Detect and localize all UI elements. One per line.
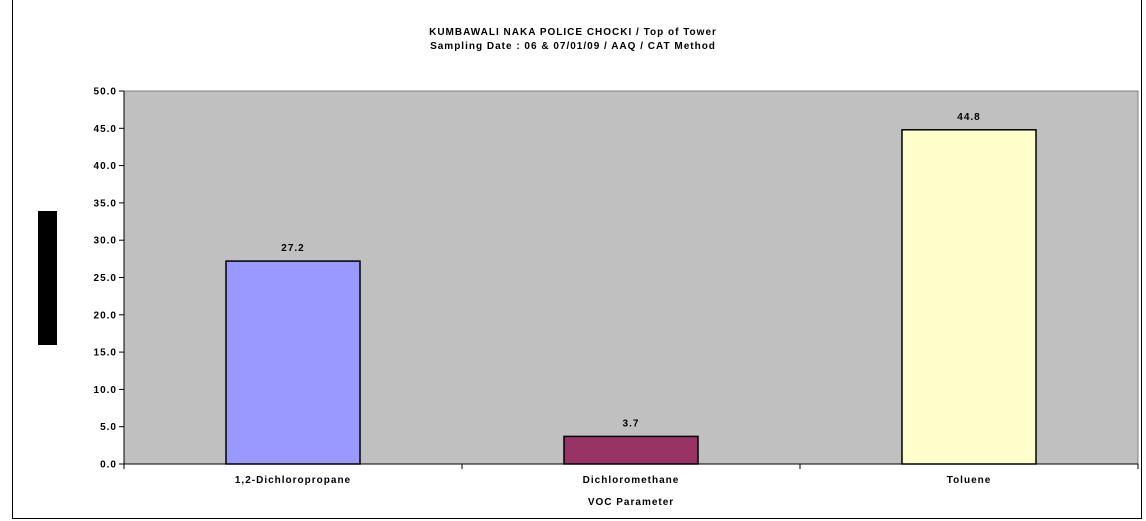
y-tick-label: 40.0 — [94, 161, 117, 172]
y-tick-label: 5.0 — [100, 422, 117, 433]
bar — [564, 436, 698, 464]
y-tick-label: 30.0 — [94, 236, 117, 247]
x-tick-label: Toluene — [947, 475, 992, 486]
bar — [902, 130, 1036, 464]
bar — [226, 261, 360, 464]
y-tick-label: 50.0 — [94, 87, 117, 98]
x-tick-label: Dichloromethane — [583, 475, 680, 486]
y-tick-label: 15.0 — [94, 348, 117, 359]
y-tick-label: 10.0 — [94, 385, 117, 396]
y-tick-label: 0.0 — [100, 460, 117, 471]
y-tick-label: 20.0 — [94, 310, 117, 321]
y-tick-label: 45.0 — [94, 124, 117, 135]
x-tick-label: 1,2-Dichloropropane — [235, 475, 351, 486]
bar-value-label: 27.2 — [281, 243, 304, 254]
y-tick-label: 35.0 — [94, 198, 117, 209]
bar-value-label: 3.7 — [623, 418, 640, 429]
x-axis-title: VOC Parameter — [588, 497, 674, 508]
y-tick-label: 25.0 — [94, 273, 117, 284]
bar-value-label: 44.8 — [957, 112, 980, 123]
